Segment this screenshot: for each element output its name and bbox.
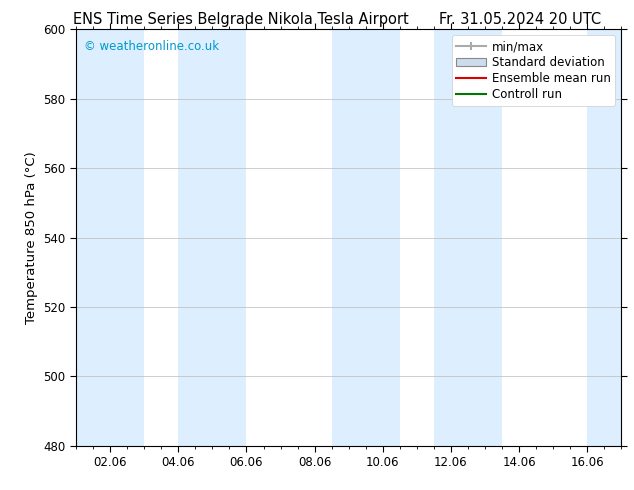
Y-axis label: Temperature 850 hPa (°C): Temperature 850 hPa (°C) <box>25 151 38 324</box>
Text: © weatheronline.co.uk: © weatheronline.co.uk <box>84 40 219 53</box>
Legend: min/max, Standard deviation, Ensemble mean run, Controll run: min/max, Standard deviation, Ensemble me… <box>451 35 616 106</box>
Bar <box>76 29 144 446</box>
Bar <box>434 29 502 446</box>
Bar <box>332 29 400 446</box>
Text: ENS Time Series Belgrade Nikola Tesla Airport: ENS Time Series Belgrade Nikola Tesla Ai… <box>73 12 409 27</box>
Bar <box>178 29 247 446</box>
Text: Fr. 31.05.2024 20 UTC: Fr. 31.05.2024 20 UTC <box>439 12 601 27</box>
Bar <box>587 29 621 446</box>
